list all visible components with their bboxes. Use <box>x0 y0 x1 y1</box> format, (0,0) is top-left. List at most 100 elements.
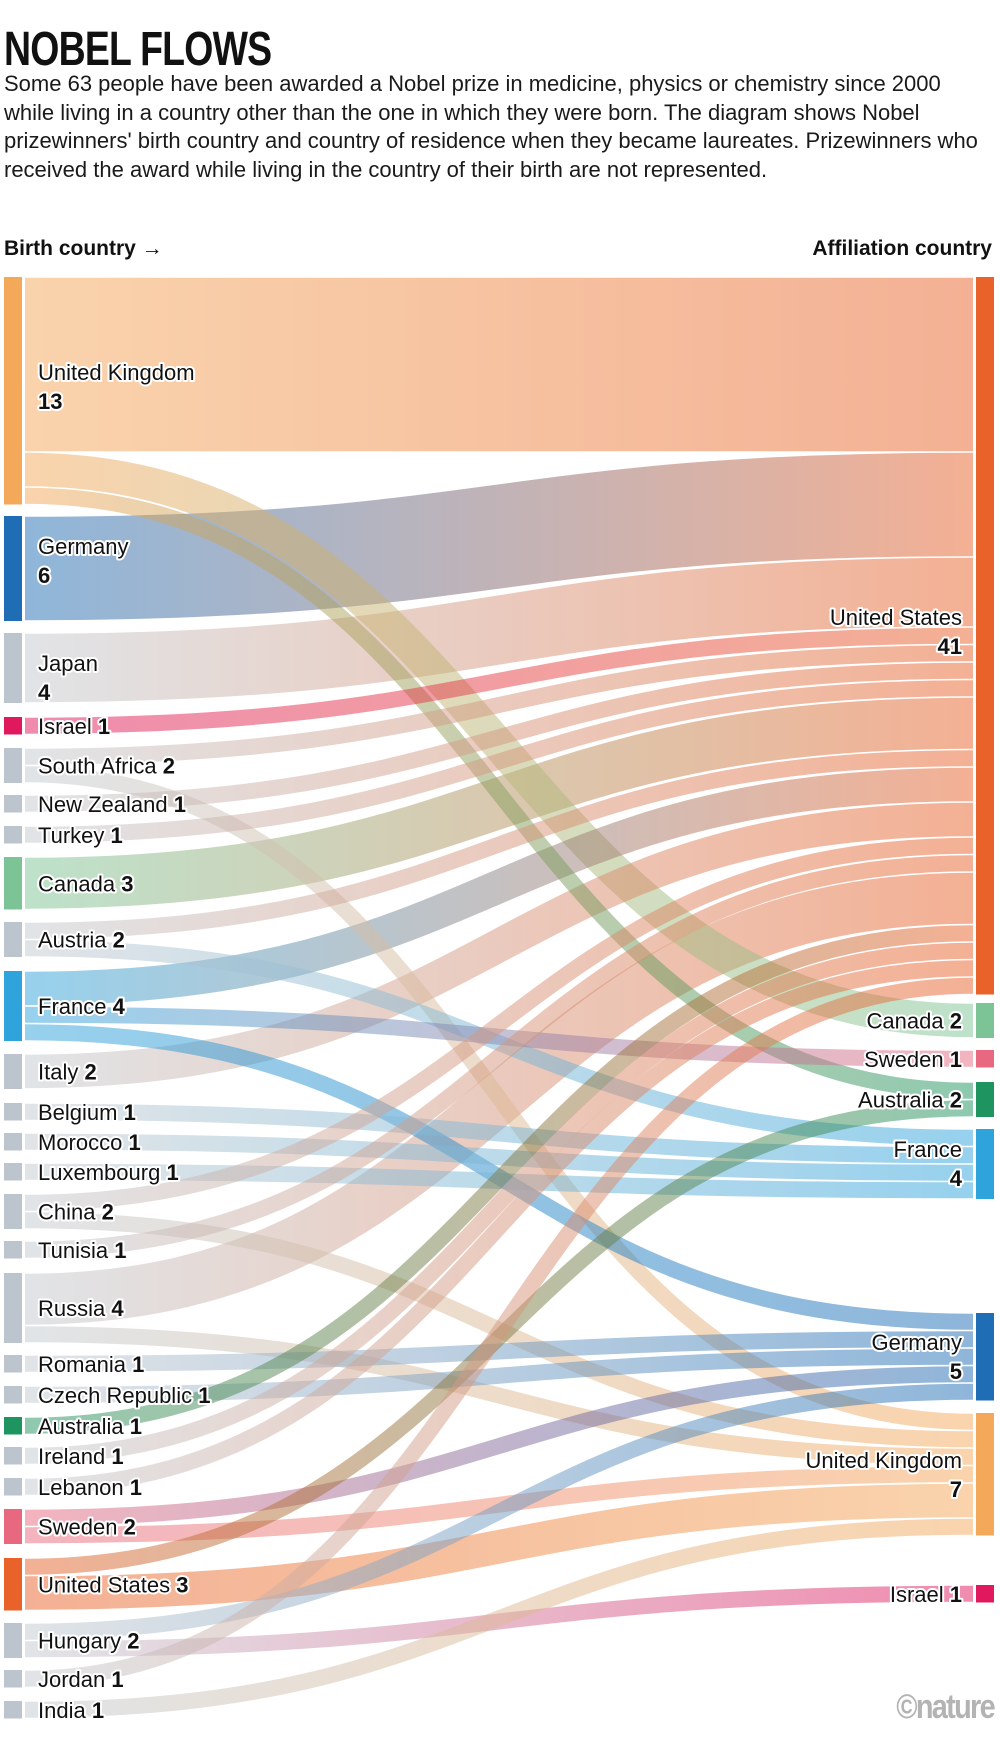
flow-link <box>24 1518 974 1718</box>
left-node-bar <box>4 1133 22 1151</box>
left-node-label: Morocco 1 <box>38 1130 141 1155</box>
right-node-bar <box>976 1413 994 1536</box>
left-node-label: Sweden 2 <box>38 1515 136 1540</box>
flow-link <box>24 680 974 843</box>
right-node-label: Canada 2 <box>867 1009 962 1034</box>
left-node-label: New Zealand 1 <box>38 792 186 817</box>
left-node-count: 2 <box>102 1200 114 1225</box>
left-node-bar <box>4 1478 22 1496</box>
right-node-count: 1 <box>950 1047 962 1072</box>
flow-link <box>24 645 974 765</box>
left-node-bar <box>4 1054 22 1089</box>
right-node-count: 4 <box>950 1166 963 1191</box>
left-node-name: Canada <box>38 871 116 896</box>
left-node-name: South Africa <box>38 754 157 779</box>
left-node-bar <box>4 922 22 957</box>
left-node-bar <box>4 1103 22 1121</box>
left-node-label: Italy 2 <box>38 1060 97 1085</box>
left-node-bar <box>4 1558 22 1611</box>
right-node-bar <box>976 1313 994 1401</box>
left-node-label: India 1 <box>38 1698 104 1723</box>
affiliation-country-axis-label: Affiliation country <box>812 237 992 260</box>
left-node-bar <box>4 277 22 505</box>
left-node-count: 1 <box>130 1475 142 1500</box>
left-node-label: Canada 3 <box>38 871 133 896</box>
flow-link <box>24 977 974 1687</box>
nodes-layer <box>4 277 994 1719</box>
right-node-bar <box>976 1129 994 1199</box>
left-node-count: 4 <box>113 994 126 1019</box>
left-node-name: Czech Republic <box>38 1383 192 1408</box>
right-node-label: Sweden 1 <box>864 1047 962 1072</box>
left-node-bar <box>4 1194 22 1229</box>
left-node-name: China <box>38 1200 96 1225</box>
left-node-label: Turkey 1 <box>38 823 123 848</box>
left-node-count: 1 <box>198 1383 210 1408</box>
flow-link <box>24 1383 974 1640</box>
left-node-name: India <box>38 1698 86 1723</box>
left-node-bar <box>4 717 22 735</box>
right-node-bar <box>976 1585 994 1603</box>
left-node-name: Hungary <box>38 1629 121 1654</box>
flow-link <box>24 855 974 1258</box>
left-node-name: Russia <box>38 1296 106 1321</box>
left-node-name: Turkey <box>38 823 104 848</box>
left-node-count: 2 <box>124 1515 136 1540</box>
left-node-label: Ireland 1 <box>38 1444 124 1469</box>
left-node-name: France <box>38 994 106 1019</box>
left-node-count: 2 <box>113 928 125 953</box>
left-node-count: 4 <box>38 680 51 705</box>
left-node-count: 3 <box>176 1572 188 1597</box>
right-node-count: 2 <box>950 1088 962 1113</box>
left-node-bar <box>4 826 22 844</box>
nature-logo: ©nature <box>896 1688 995 1726</box>
right-node-name: Canada <box>867 1009 945 1034</box>
left-node-count: 1 <box>130 1414 142 1439</box>
left-node-count: 1 <box>92 1698 104 1723</box>
left-node-name: New Zealand <box>38 792 168 817</box>
left-node-label: China 2 <box>38 1200 114 1225</box>
flow-link <box>24 662 974 812</box>
left-node-count: 1 <box>166 1160 178 1185</box>
left-node-bar <box>4 1670 22 1688</box>
left-node-name: Ireland <box>38 1444 105 1469</box>
right-node-count: 1 <box>950 1582 962 1607</box>
left-node-count: 2 <box>163 754 175 779</box>
left-node-name: Romania <box>38 1352 127 1377</box>
left-node-count: 1 <box>174 792 186 817</box>
right-node-name: France <box>894 1137 962 1162</box>
right-node-count: 41 <box>938 634 962 659</box>
left-node-bar <box>4 857 22 910</box>
left-node-count: 1 <box>132 1352 144 1377</box>
left-node-count: 1 <box>114 1238 126 1263</box>
left-node-label: South Africa 2 <box>38 754 175 779</box>
left-node-label: Romania 1 <box>38 1352 144 1377</box>
left-node-count: 3 <box>121 871 133 896</box>
left-node-name: Austria <box>38 928 107 953</box>
right-node-count: 2 <box>950 1009 962 1034</box>
chart-title: NOBEL FLOWS <box>4 23 272 76</box>
right-node-name: United States <box>830 605 962 630</box>
right-node-bar <box>976 1050 994 1068</box>
left-node-count: 1 <box>128 1130 140 1155</box>
right-node-label: Australia 2 <box>858 1088 962 1113</box>
flow-link <box>24 1483 974 1610</box>
right-node-name: Australia <box>858 1088 944 1113</box>
flow-link <box>24 960 974 1495</box>
left-node-count: 1 <box>124 1100 136 1125</box>
right-node-name: Israel <box>890 1582 944 1607</box>
left-node-bar <box>4 1701 22 1719</box>
left-node-name: Japan <box>38 651 98 676</box>
left-node-name: Belgium <box>38 1100 117 1125</box>
left-node-bar <box>4 1417 22 1435</box>
right-node-name: Sweden <box>864 1047 944 1072</box>
left-node-label: Israel 1 <box>38 714 110 739</box>
left-node-label: United States 3 <box>38 1572 188 1597</box>
left-node-bar <box>4 971 22 1041</box>
left-node-name: United Kingdom <box>38 360 195 385</box>
flow-link <box>24 1133 974 1181</box>
flow-link <box>24 557 974 703</box>
right-node-bar <box>976 1003 994 1038</box>
left-node-bar <box>4 1355 22 1373</box>
